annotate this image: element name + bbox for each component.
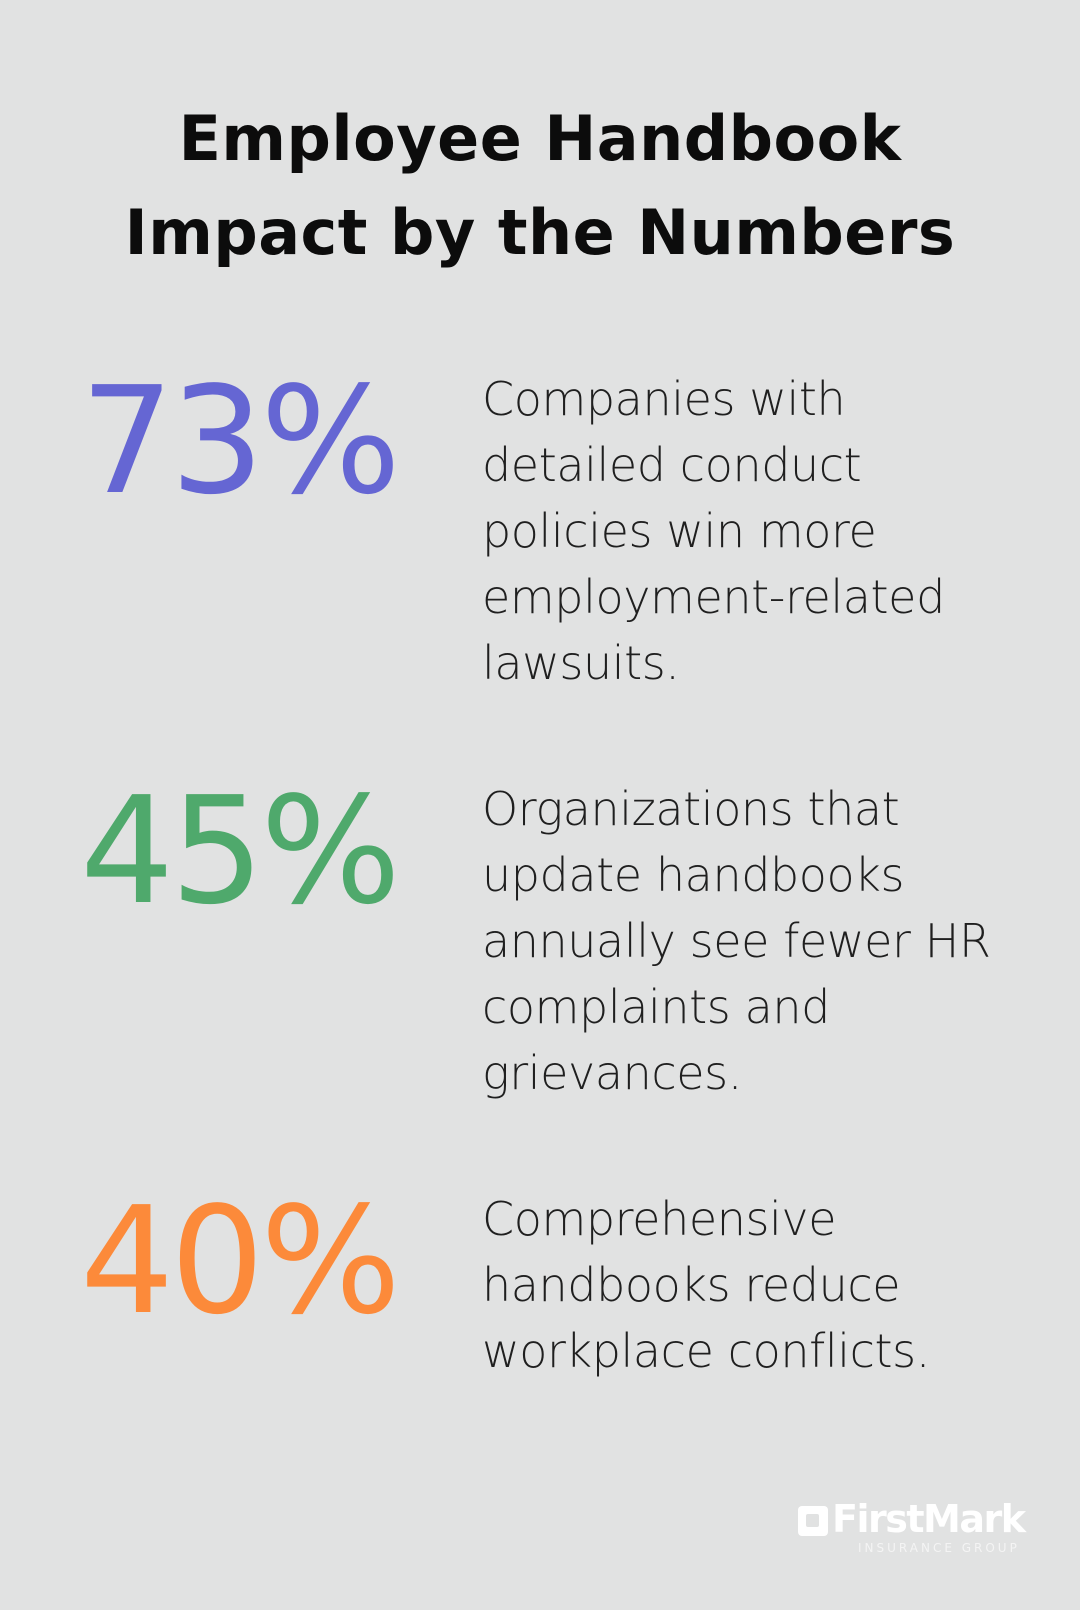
stat-description-line: Organizations that — [482, 782, 900, 836]
stat-description-line: employment-related — [482, 570, 945, 624]
stat-description-line: complaints and — [482, 980, 830, 1034]
stat-value-1: 73% — [80, 355, 401, 527]
logo-name: FirstMark — [832, 1497, 1026, 1541]
stat-description-3: Comprehensive handbooks reduce workplace… — [482, 1186, 1002, 1384]
firstmark-logo: FirstMark INSURANCE GROUP — [798, 1497, 1030, 1560]
title-line-2: Impact by the Numbers — [124, 196, 956, 269]
stat-description-line: detailed conduct — [482, 438, 862, 492]
square-logo-icon — [798, 1506, 828, 1536]
stat-description-line: policies win more — [482, 504, 877, 558]
stat-description-line: grievances. — [482, 1046, 742, 1100]
stat-description-line: handbooks reduce — [482, 1258, 901, 1312]
page-title: Employee Handbook Impact by the Numbers — [0, 92, 1080, 280]
title-line-1: Employee Handbook — [178, 102, 902, 175]
stat-value-3: 40% — [80, 1175, 401, 1347]
stat-description-line: annually see fewer HR — [482, 914, 991, 968]
stat-value-2: 45% — [80, 765, 401, 937]
stat-description-line: workplace conflicts. — [482, 1324, 930, 1378]
stat-description-line: update handbooks — [482, 848, 905, 902]
stat-description-line: Comprehensive — [482, 1192, 837, 1246]
stat-description-1: Companies with detailed conduct policies… — [482, 366, 1002, 696]
stat-description-2: Organizations that update handbooks annu… — [482, 776, 1002, 1106]
stat-description-line: Companies with — [482, 372, 846, 426]
logo-tagline: INSURANCE GROUP — [858, 1541, 1020, 1555]
stat-description-line: lawsuits. — [482, 636, 680, 690]
